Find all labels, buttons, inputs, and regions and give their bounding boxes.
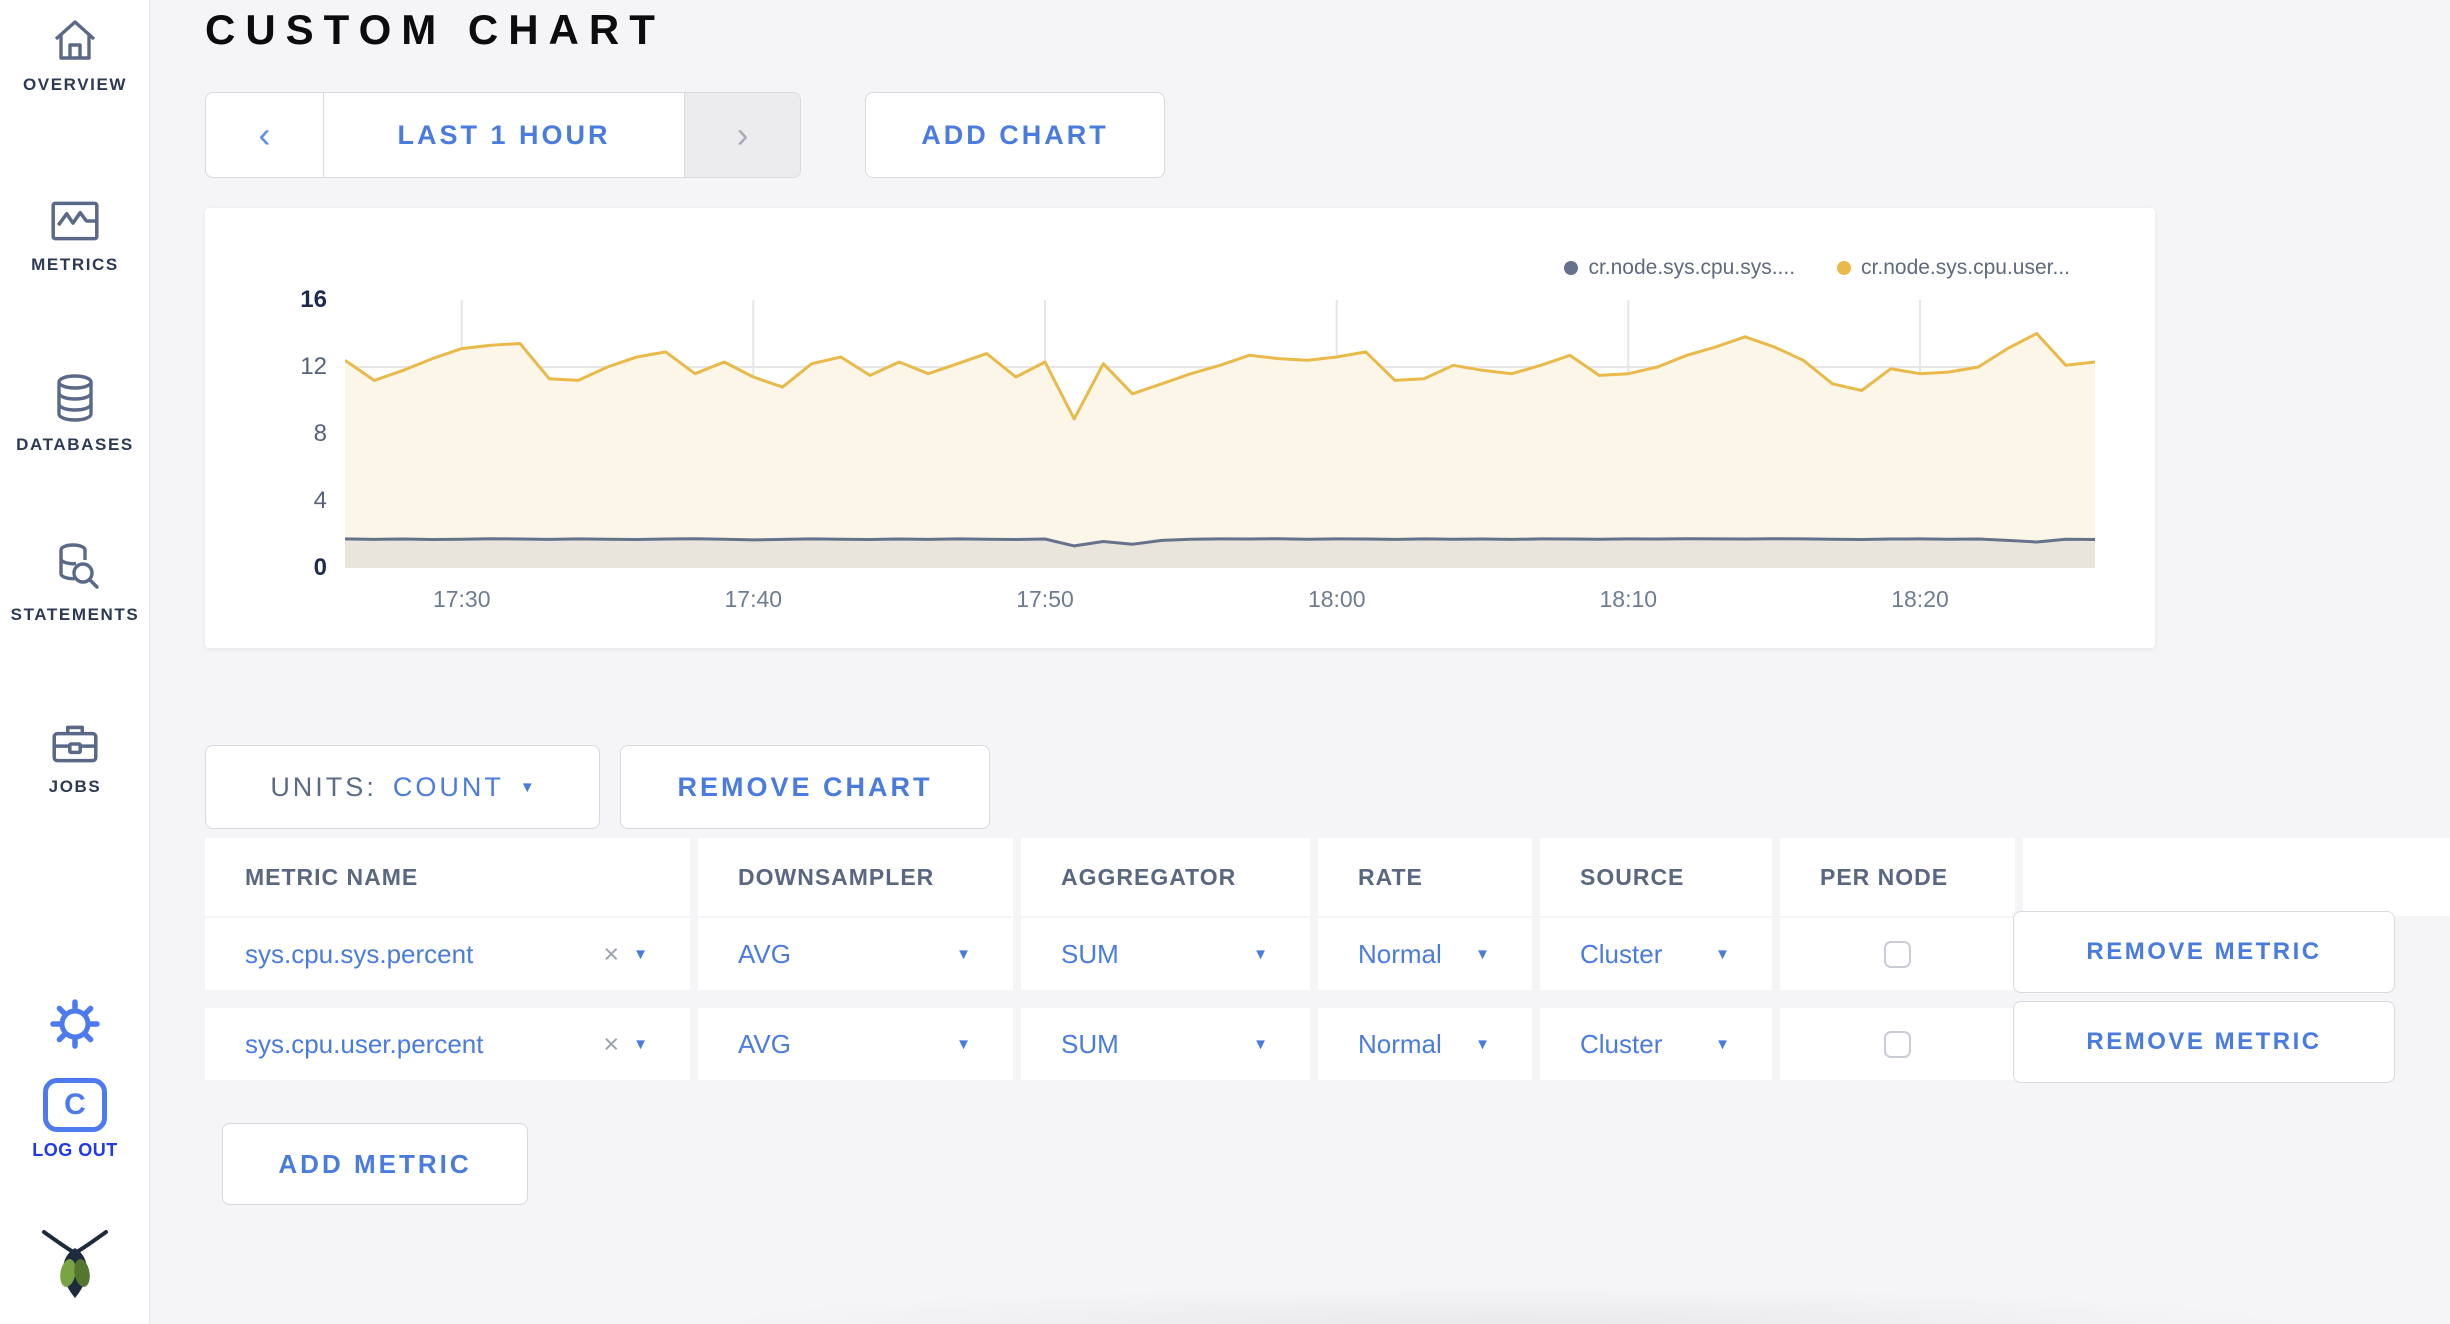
legend-item[interactable]: cr.node.sys.cpu.sys....: [1564, 256, 1795, 280]
chevron-down-icon: ▼: [1253, 1035, 1268, 1053]
per-node-cell: [1780, 1008, 2015, 1080]
legend-item[interactable]: cr.node.sys.cpu.user...: [1837, 256, 2070, 280]
time-window-selector: ‹ LAST 1 HOUR ›: [205, 92, 801, 178]
units-dropdown[interactable]: UNITS: COUNT ▼: [205, 745, 600, 829]
sidebar-item-overview[interactable]: OVERVIEW: [0, 14, 150, 95]
metric-name-select[interactable]: sys.cpu.sys.percent × ▼: [205, 918, 690, 990]
time-window-next-button[interactable]: ›: [684, 93, 800, 177]
x-axis-tick-label: 17:50: [1016, 586, 1074, 612]
chevron-down-icon: ▼: [1475, 1035, 1490, 1053]
chart-plot-svg: [345, 300, 2095, 568]
table-row: sys.cpu.user.percent × ▼ AVG ▼ SUM ▼ Nor…: [205, 1000, 2450, 1083]
sidebar-item-label: JOBS: [48, 777, 102, 796]
chevron-down-icon: ▼: [1475, 945, 1490, 963]
per-node-checkbox[interactable]: [1884, 940, 1911, 968]
chevron-down-icon: ▼: [956, 945, 971, 963]
column-header-source: SOURCE: [1540, 838, 1772, 916]
metrics-icon: [0, 196, 150, 246]
per-node-checkbox[interactable]: [1884, 1030, 1911, 1058]
x-axis-tick-label: 18:10: [1599, 586, 1658, 612]
sidebar-item-label: METRICS: [31, 255, 119, 274]
y-axis-tick-label: 16: [300, 286, 327, 313]
y-axis-tick-label: 0: [313, 554, 327, 581]
chevron-down-icon: ▼: [1715, 945, 1730, 963]
legend-dot-user: [1837, 261, 1852, 275]
remove-metric-button[interactable]: REMOVE METRIC: [2013, 910, 2395, 993]
chevron-down-icon: ▼: [956, 1035, 971, 1053]
column-header-aggregator: AGGREGATOR: [1021, 838, 1310, 916]
clear-icon[interactable]: ×: [603, 1028, 620, 1059]
chevron-down-icon: ▼: [1253, 945, 1268, 963]
logout-button[interactable]: C LOG OUT: [0, 1078, 150, 1161]
sidebar: OVERVIEW METRICS DATABASES: [0, 0, 150, 1324]
settings-button[interactable]: [0, 996, 150, 1052]
gear-icon: [0, 996, 150, 1052]
add-chart-button[interactable]: ADD CHART: [865, 92, 1165, 178]
column-header-downsampler: DOWNSAMPLER: [698, 838, 1013, 916]
y-axis-tick-label: 8: [313, 420, 327, 447]
databases-icon: [0, 372, 150, 426]
y-axis-tick-label: 4: [313, 487, 327, 514]
metrics-table-header: METRIC NAME DOWNSAMPLER AGGREGATOR RATE …: [205, 838, 2450, 916]
remove-metric-button[interactable]: REMOVE METRIC: [2013, 1000, 2395, 1083]
time-window-prev-button[interactable]: ‹: [206, 93, 324, 177]
per-node-cell: [1780, 918, 2015, 990]
logout-label: LOG OUT: [32, 1140, 118, 1160]
time-window-dropdown[interactable]: LAST 1 HOUR: [397, 119, 611, 150]
table-row: sys.cpu.sys.percent × ▼ AVG ▼ SUM ▼ Norm…: [205, 910, 2450, 993]
sidebar-item-databases[interactable]: DATABASES: [0, 372, 150, 455]
rate-select[interactable]: Normal ▼: [1318, 918, 1532, 990]
source-select[interactable]: Cluster ▼: [1540, 1008, 1772, 1080]
rate-select[interactable]: Normal ▼: [1318, 1008, 1532, 1080]
metric-name-select[interactable]: sys.cpu.user.percent × ▼: [205, 1008, 690, 1080]
column-header-actions: [2023, 838, 2450, 916]
chart-legend: cr.node.sys.cpu.sys.... cr.node.sys.cpu.…: [1564, 256, 2070, 280]
downsampler-select[interactable]: AVG ▼: [698, 918, 1013, 990]
jobs-icon: [0, 718, 150, 768]
sidebar-item-metrics[interactable]: METRICS: [0, 196, 150, 275]
scroll-shadow: [560, 1290, 2450, 1324]
chevron-down-icon: ▼: [633, 1035, 648, 1053]
source-select[interactable]: Cluster ▼: [1540, 918, 1772, 990]
chart-card: cr.node.sys.cpu.sys.... cr.node.sys.cpu.…: [205, 208, 2155, 648]
x-axis-tick-label: 18:00: [1307, 586, 1366, 612]
y-axis-tick-label: 12: [300, 353, 327, 380]
sidebar-item-label: STATEMENTS: [10, 605, 140, 624]
chevron-down-icon: ▼: [633, 945, 648, 963]
aggregator-select[interactable]: SUM ▼: [1021, 918, 1310, 990]
sidebar-item-jobs[interactable]: JOBS: [0, 718, 150, 797]
cockroach-c-icon: C: [0, 1078, 150, 1132]
column-header-metric-name: METRIC NAME: [205, 838, 690, 916]
chevron-right-icon: ›: [736, 114, 749, 155]
column-header-per-node: PER NODE: [1780, 838, 2015, 916]
actions-cell: REMOVE METRIC: [2013, 910, 2450, 993]
metrics-table: METRIC NAME DOWNSAMPLER AGGREGATOR RATE …: [205, 838, 2450, 1098]
add-metric-button[interactable]: ADD METRIC: [222, 1123, 528, 1205]
page-title: CUSTOM CHART: [205, 6, 665, 53]
aggregator-select[interactable]: SUM ▼: [1021, 1008, 1310, 1080]
column-header-rate: RATE: [1318, 838, 1532, 916]
legend-dot-sys: [1564, 261, 1579, 275]
chevron-left-icon: ‹: [258, 114, 271, 155]
sidebar-item-label: OVERVIEW: [22, 75, 128, 94]
home-icon: [0, 14, 150, 66]
statements-icon: [0, 540, 150, 596]
remove-chart-button[interactable]: REMOVE CHART: [620, 745, 990, 829]
units-row: UNITS: COUNT ▼ REMOVE CHART: [205, 745, 990, 829]
x-axis-tick-label: 18:20: [1891, 586, 1949, 612]
clear-icon[interactable]: ×: [603, 938, 620, 969]
sidebar-item-label: DATABASES: [16, 435, 134, 454]
chevron-down-icon: ▼: [519, 778, 535, 796]
actions-cell: REMOVE METRIC: [2013, 1000, 2450, 1083]
x-axis-tick-label: 17:30: [432, 586, 491, 612]
downsampler-select[interactable]: AVG ▼: [698, 1008, 1013, 1080]
cockroachdb-bug-logo: [0, 1226, 150, 1306]
x-axis-tick-label: 17:40: [724, 586, 783, 612]
controls-row: ‹ LAST 1 HOUR › ADD CHART: [205, 92, 1165, 178]
sidebar-item-statements[interactable]: STATEMENTS: [0, 540, 150, 625]
chevron-down-icon: ▼: [1715, 1035, 1730, 1053]
